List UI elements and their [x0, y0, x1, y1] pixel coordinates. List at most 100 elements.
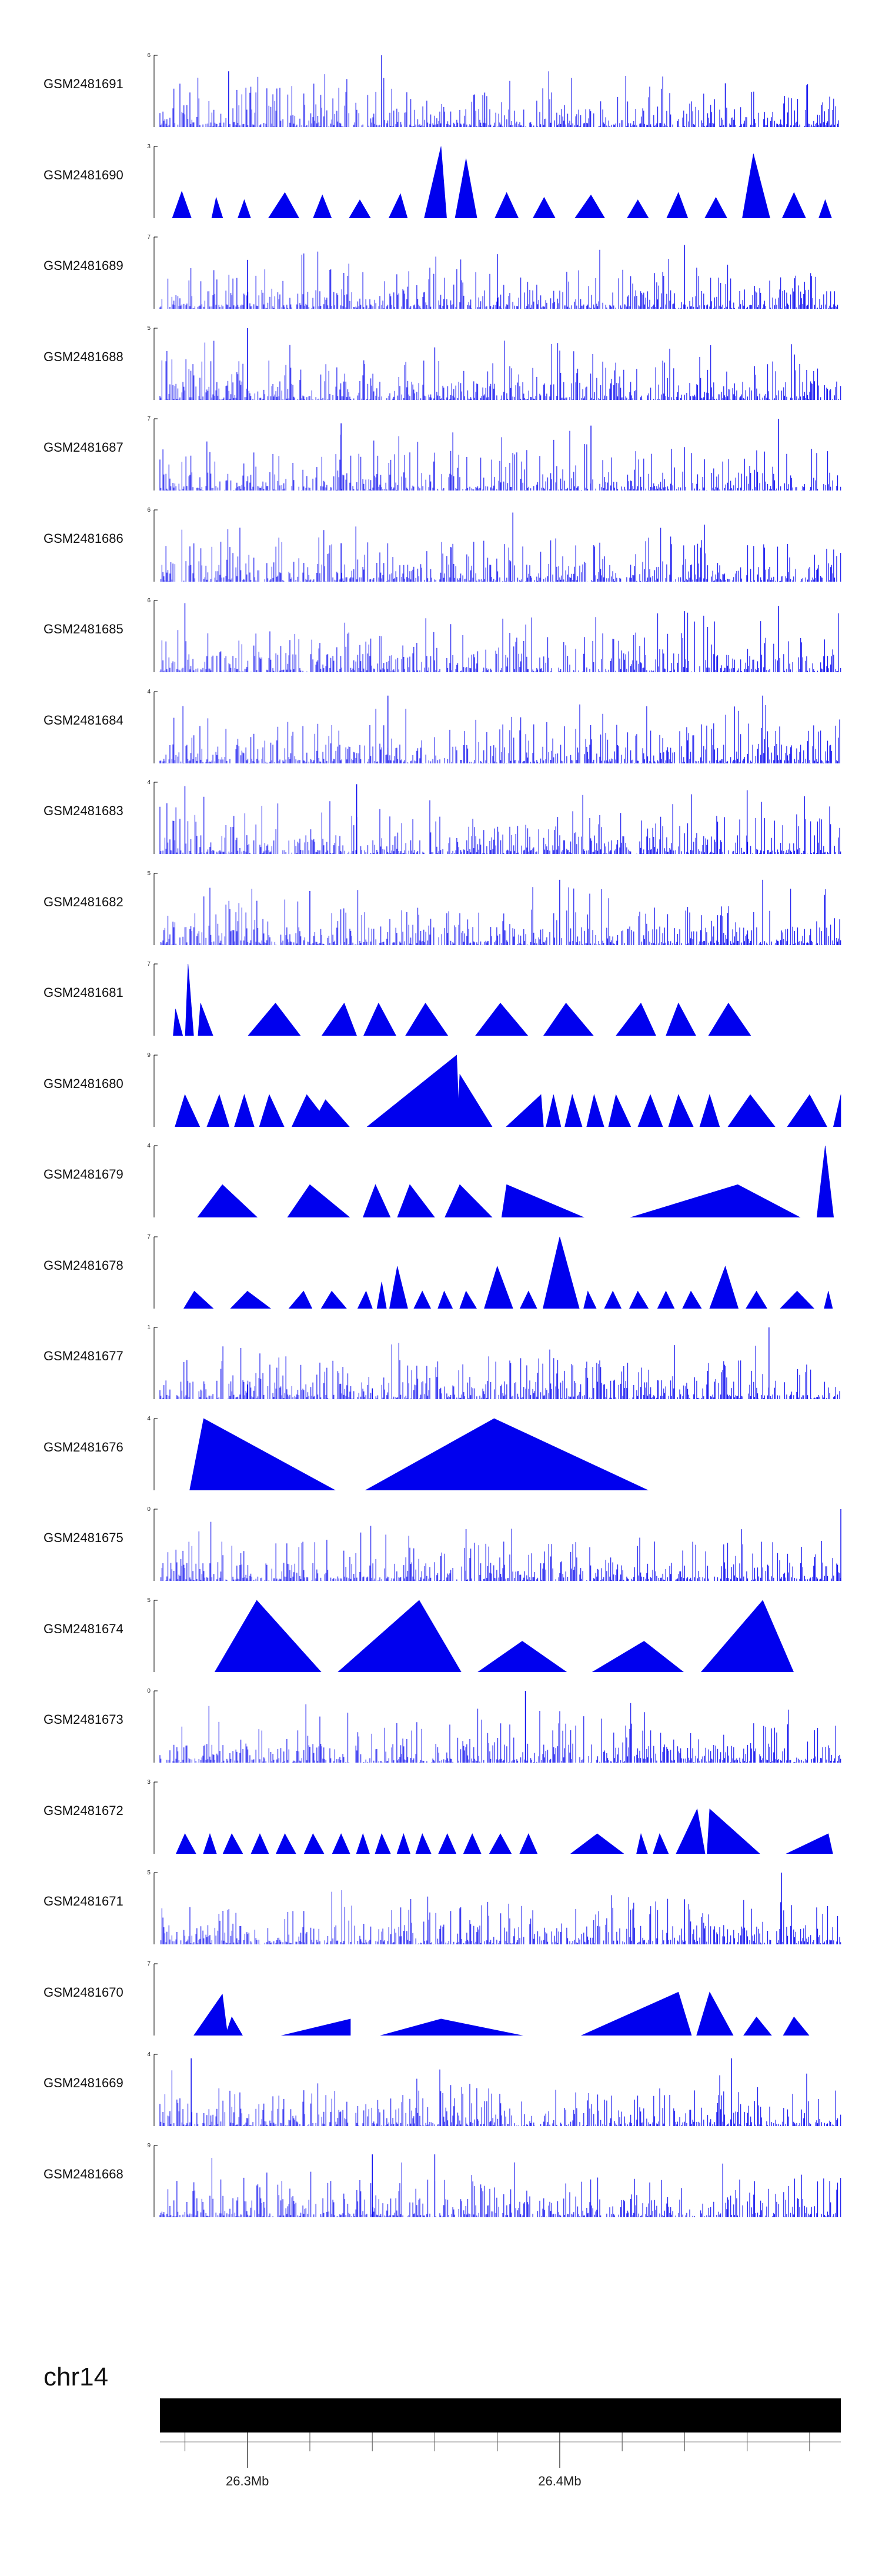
y-axis: 40 — [147, 2051, 158, 2126]
signal-peak — [288, 1290, 313, 1309]
signal-peak — [520, 1290, 537, 1309]
signal-peak — [682, 1290, 702, 1309]
signal-peak — [230, 1290, 271, 1309]
track-label: GSM2481686 — [44, 530, 123, 546]
signal-peak — [206, 1093, 230, 1127]
y-tick-max: 6 — [147, 52, 151, 59]
signal-peak — [709, 1265, 739, 1309]
y-axis: 1370 — [147, 961, 158, 1036]
track-plot: 70 — [147, 416, 841, 490]
y-axis: 90 — [147, 2143, 158, 2217]
signal-peak — [457, 1073, 493, 1127]
track-plot: 70 — [147, 234, 838, 309]
y-axis: 790 — [147, 1052, 158, 1127]
signal-peak — [700, 1599, 794, 1672]
signal — [161, 1509, 841, 1581]
genome-tick-label: 26.4Mb — [538, 2474, 581, 2488]
y-tick-max: 6 — [147, 507, 151, 513]
signal — [214, 1599, 794, 1672]
signal — [161, 512, 841, 582]
signal-peak — [234, 1093, 255, 1127]
signal-peak — [546, 1094, 562, 1127]
track-GSM2481679: GSM2481679 740 — [0, 1135, 882, 1217]
y-tick-max: 113 — [147, 1779, 151, 1786]
signal-peak — [185, 963, 194, 1036]
signal-peak — [389, 1266, 408, 1309]
y-axis: 2350 — [147, 1597, 158, 1672]
track-GSM2481680: GSM2481680 790 — [0, 1045, 882, 1127]
signal-peak — [787, 1094, 827, 1127]
signal-bars — [159, 704, 840, 763]
track-label: GSM2481679 — [44, 1167, 123, 1182]
signal-peak — [424, 146, 447, 218]
signal-peak — [276, 1833, 296, 1854]
signal-peak — [707, 1808, 760, 1854]
signal-peak — [743, 2016, 772, 2036]
signal-peak — [818, 199, 832, 218]
signal-peak — [699, 1093, 720, 1127]
signal — [175, 1054, 841, 1127]
signal-peak — [666, 192, 689, 218]
signal-peak — [362, 1184, 391, 1217]
track-GSM2481689: GSM2481689 70 — [0, 226, 882, 309]
signal — [189, 1418, 649, 1490]
track-plot: 870 — [147, 1234, 833, 1309]
signal-peak — [564, 1093, 583, 1127]
signal-peak — [197, 1184, 258, 1217]
y-tick-max: 9 — [147, 2143, 151, 2149]
track-label: GSM2481670 — [44, 1984, 123, 2000]
signal-peak — [583, 1290, 597, 1309]
y-axis: 40 — [147, 779, 158, 854]
signal-peak — [189, 1418, 336, 1490]
signal-bars — [161, 886, 841, 945]
signal — [159, 784, 841, 854]
signal-peak — [704, 196, 727, 218]
y-axis: 870 — [147, 1234, 158, 1309]
y-axis: 1740 — [147, 1416, 158, 1490]
track-plot: 150 — [147, 1870, 841, 1944]
signal — [193, 1991, 810, 2036]
track-GSM2481672: GSM2481672 1130 — [0, 1771, 882, 1854]
y-axis: 40 — [147, 689, 158, 763]
signal-peak — [172, 190, 192, 218]
signal-peak — [313, 194, 332, 218]
signal-peak — [175, 1093, 201, 1127]
y-axis: 740 — [147, 1143, 158, 1217]
track-GSM2481688: GSM2481688 50 — [0, 318, 882, 400]
signal-peak — [259, 1093, 285, 1127]
track-label: GSM2481687 — [44, 440, 123, 455]
signal-bars — [159, 2069, 841, 2126]
y-tick-max: 10 — [147, 1506, 151, 1513]
signal-peak — [214, 1599, 322, 1672]
signal-peak — [211, 196, 223, 218]
track-label: GSM2481678 — [44, 1257, 123, 1273]
signal-peak — [495, 192, 519, 218]
signal-peak — [696, 1991, 734, 2036]
signal-peak — [363, 1002, 396, 1036]
signal-peak — [608, 1093, 632, 1127]
track-GSM2481669: GSM2481669 40 — [0, 2044, 882, 2126]
track-plot: 1740 — [147, 1416, 649, 1490]
track-GSM2481671: GSM2481671 150 — [0, 1862, 882, 1944]
track-plot: 3870 — [147, 1961, 810, 2036]
signal-peak — [356, 1833, 370, 1854]
signal-peak — [586, 1093, 604, 1127]
track-plot: 60 — [147, 507, 841, 582]
signal-bars — [159, 612, 841, 672]
track-plot: 40 — [147, 2051, 841, 2126]
signal-peak — [676, 1808, 706, 1854]
signal — [159, 1691, 841, 1763]
signal-peak — [183, 1290, 214, 1309]
y-tick-max: 4 — [147, 689, 151, 695]
track-label: GSM2481680 — [44, 1076, 123, 1091]
signal-peak — [225, 2016, 243, 2036]
signal-peak — [532, 196, 556, 218]
signal-peak — [366, 1054, 460, 1127]
track-GSM2481681: GSM2481681 1370 — [0, 953, 882, 1036]
track-label: GSM2481675 — [44, 1530, 123, 1545]
track-label: GSM2481671 — [44, 1894, 123, 1908]
y-axis: 150 — [147, 1870, 158, 1944]
track-plot: 50 — [147, 325, 841, 400]
